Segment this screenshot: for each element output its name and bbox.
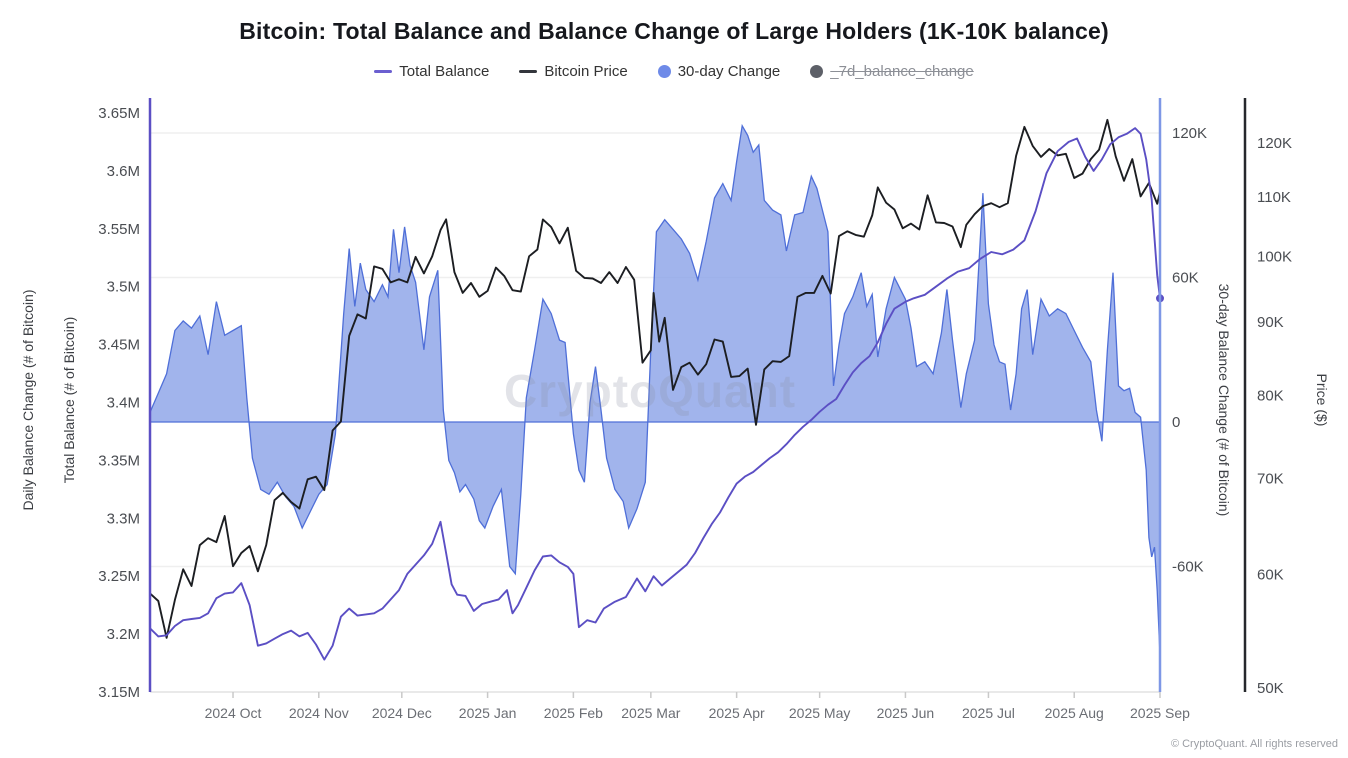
- change-30d-axis-title: 30-day Balance Change (# of Bitcoin): [1216, 284, 1232, 517]
- legend-item-total-balance[interactable]: Total Balance: [374, 63, 489, 80]
- total-balance-axis-title: Total Balance (# of Bitcoin): [61, 317, 77, 484]
- x-tick-label: 2024 Dec: [372, 705, 432, 721]
- x-tick-label: 2025 Aug: [1045, 705, 1104, 721]
- balance-tick-label: 3.2M: [107, 626, 140, 643]
- price-tick-label: 110K: [1257, 189, 1291, 206]
- x-tick-label: 2024 Oct: [205, 705, 262, 721]
- chart-title: Bitcoin: Total Balance and Balance Chang…: [239, 18, 1109, 44]
- legend-item-30-day-change[interactable]: 30-day Change: [657, 63, 781, 80]
- price-tick-label: 120K: [1257, 135, 1292, 152]
- balance-tick-label: 3.6M: [107, 163, 140, 180]
- change-30d-area[interactable]: [149, 123, 1161, 656]
- bitcoin-price-line[interactable]: [149, 118, 1161, 639]
- legend-label: Bitcoin Price: [544, 63, 628, 80]
- price-axis-title: Price ($): [1314, 374, 1330, 427]
- balance-tick-label: 3.35M: [98, 452, 140, 469]
- x-tick-label: 2025 Jan: [459, 705, 517, 721]
- x-tick-label: 2024 Nov: [289, 705, 349, 721]
- x-tick-label: 2025 Jul: [962, 705, 1015, 721]
- legend: Total Balance Bitcoin Price 30-day Chang…: [0, 63, 1348, 80]
- x-tick-label: 2025 Apr: [709, 705, 765, 721]
- copyright-note: © CryptoQuant. All rights reserved: [1170, 738, 1338, 750]
- daily-balance-change-axis-title: Daily Balance Change (# of Bitcoin): [20, 289, 36, 510]
- x-tick-label: 2025 Mar: [621, 705, 680, 721]
- dot-swatch-icon: [810, 65, 824, 78]
- legend-item-bitcoin-price[interactable]: Bitcoin Price: [519, 63, 628, 80]
- x-tick-label: 2025 Sep: [1130, 705, 1190, 721]
- balance-tick-label: 3.55M: [98, 221, 140, 238]
- balance-tick-label: 3.65M: [98, 105, 140, 122]
- price-tick-label: 80K: [1257, 387, 1284, 404]
- price-tick-label: 60K: [1257, 566, 1284, 583]
- price-tick-label: 50K: [1257, 680, 1284, 697]
- dot-swatch-icon: [657, 65, 671, 78]
- balance-tick-label: 3.25M: [98, 568, 140, 585]
- total-balance-line[interactable]: [149, 127, 1161, 661]
- balance-tick-label: 3.15M: [98, 684, 140, 701]
- legend-label: Total Balance: [399, 63, 490, 80]
- balance-tick-label: 3.45M: [98, 337, 140, 354]
- legend-label: 30-day Change: [677, 63, 781, 80]
- x-tick-label: 2025 May: [789, 705, 850, 721]
- balance-tick-label: 3.5M: [107, 279, 140, 296]
- balance-tick-label: 3.3M: [107, 510, 140, 527]
- price-tick-label: 90K: [1257, 314, 1284, 331]
- change-tick-label: 60K: [1172, 270, 1199, 287]
- price-tick-label: 70K: [1257, 470, 1284, 487]
- line-swatch-icon: [519, 70, 538, 73]
- x-tick-label: 2025 Jun: [877, 705, 935, 721]
- price-tick-label: 100K: [1257, 248, 1292, 265]
- cryptoquant-watermark: CryptoQuant: [504, 365, 796, 417]
- x-tick-label: 2025 Feb: [544, 705, 603, 721]
- legend-label-disabled: _7d_balance_change: [830, 63, 974, 80]
- legend-item-7d-balance-change[interactable]: _7d_balance_change: [810, 63, 974, 80]
- change-tick-label: 0: [1172, 414, 1180, 431]
- change-tick-label: -60K: [1172, 559, 1204, 576]
- line-swatch-icon: [374, 70, 393, 73]
- change-tick-label: 120K: [1172, 125, 1207, 142]
- balance-tick-label: 3.4M: [107, 395, 140, 412]
